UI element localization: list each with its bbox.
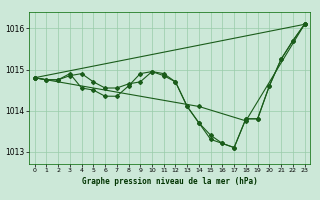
- X-axis label: Graphe pression niveau de la mer (hPa): Graphe pression niveau de la mer (hPa): [82, 177, 258, 186]
